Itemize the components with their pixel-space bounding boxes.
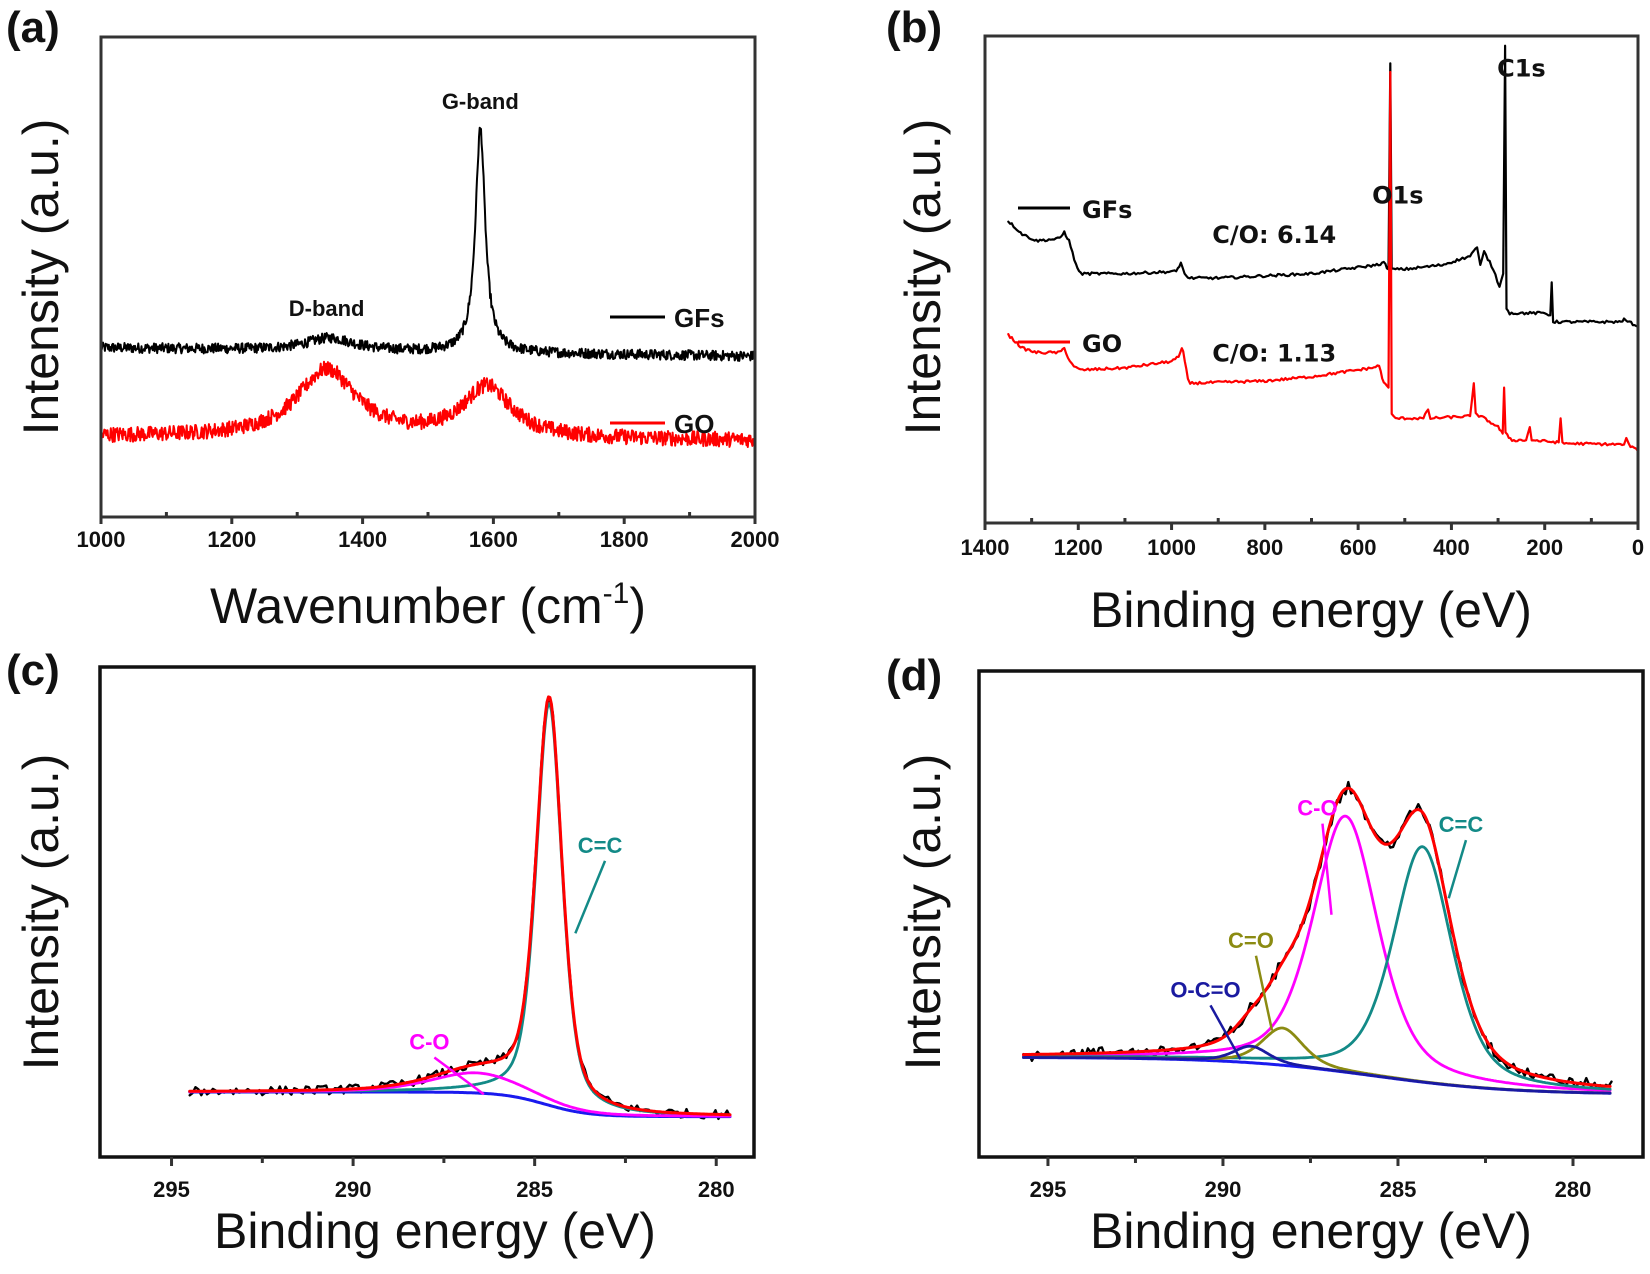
x-tick-label: 400	[1433, 535, 1470, 560]
x-ticks-c: 295 290 285 280	[153, 1157, 735, 1202]
annotation-c-o: C-O	[1297, 796, 1337, 821]
legend-label-gfs-b: GFs	[1082, 196, 1132, 224]
raw-data-line	[1022, 780, 1613, 1092]
annotation-leader-c-c	[574, 860, 607, 934]
y-axis-title-c: Intensity (a.u.)	[13, 754, 69, 1071]
panel-d: (d) 295 290 285 280 Binding energy (eV) Int…	[886, 651, 1645, 1259]
y-axis-title-d: Intensity (a.u.)	[895, 754, 951, 1071]
component-line-c-c	[188, 702, 732, 1117]
annotations-d: C-O C=C C=O O-C=O	[1170, 796, 1483, 1060]
annotations-a: G-band D-band	[289, 89, 519, 321]
x-axis-title-b: Binding energy (eV)	[1090, 582, 1532, 638]
series-line-go	[100, 360, 756, 448]
panel-b: (b) 1400 1200 1000 800 600 400 200 0 Binding en…	[886, 3, 1644, 638]
envelope-fit-line	[188, 695, 732, 1117]
annotation-c-o: C-O	[409, 1030, 449, 1055]
annotation-leader-o-c-o	[1209, 1004, 1242, 1060]
x-tick-label: 1000	[77, 527, 126, 552]
x-axis-title-a-sup: -1	[603, 577, 630, 610]
panel-label-a: (a)	[6, 3, 60, 52]
component-line-c-o	[1022, 814, 1612, 1092]
raw-data-line	[188, 697, 732, 1121]
annotations-b: C1s O1s C/O: 6.14 C/O: 1.13	[1212, 54, 1545, 367]
annotation-o1s: O1s	[1372, 182, 1423, 210]
x-tick-label: 1200	[1054, 535, 1103, 560]
annotation-g-band: G-band	[442, 89, 519, 114]
x-ticks-b: 1400 1200 1000 800 600 400 200 0	[961, 518, 1644, 560]
legend-a: GFs GO	[610, 303, 725, 439]
x-tick-label: 280	[698, 1177, 735, 1202]
annotation-c-c: C=C	[1439, 812, 1484, 837]
x-axis-title-a: Wavenumber (cm-1)	[210, 577, 646, 634]
series-line-gfs	[100, 126, 756, 362]
x-tick-label: 285	[516, 1177, 553, 1202]
x-tick-label: 290	[335, 1177, 372, 1202]
plot-area-b	[1007, 44, 1640, 453]
x-tick-label: 600	[1340, 535, 1377, 560]
x-tick-label: 200	[1526, 535, 1563, 560]
background-line	[1022, 1056, 1612, 1095]
x-tick-label: 1200	[207, 527, 256, 552]
x-ticks-a: 1000 1200 1400 1600 1800 2000	[77, 512, 780, 552]
panel-label-d: (d)	[886, 651, 942, 700]
series-line-gfs	[1007, 44, 1640, 328]
plot-area-a	[100, 126, 756, 448]
annotation-c-o-6-14: C/O: 6.14	[1212, 221, 1336, 249]
annotation-leader-c-o	[433, 1056, 485, 1096]
x-tick-label: 1600	[469, 527, 518, 552]
legend-b: GFs GO	[1018, 196, 1132, 358]
annotation-o-c-o: O-C=O	[1170, 977, 1240, 1002]
annotation-leader-c-c	[1447, 839, 1468, 899]
x-axis-title-d: Binding energy (eV)	[1090, 1203, 1532, 1259]
y-axis-title-b: Intensity (a.u.)	[895, 119, 951, 436]
y-axis-title-a: Intensity (a.u.)	[13, 119, 69, 436]
annotation-leader-c-o	[1254, 955, 1274, 1031]
x-tick-label: 285	[1380, 1177, 1417, 1202]
plot-area-c	[188, 695, 732, 1121]
x-axis-title-a-close: )	[629, 578, 646, 634]
x-tick-label: 1000	[1147, 535, 1196, 560]
panel-label-b: (b)	[886, 3, 942, 52]
legend-label-go-b: GO	[1082, 330, 1122, 358]
annotation-d-band: D-band	[289, 296, 365, 321]
panel-label-c: (c)	[6, 646, 60, 695]
plot-frame-c	[98, 665, 756, 1159]
annotation-leader-c-o	[1321, 823, 1333, 915]
x-axis-title-c: Binding energy (eV)	[214, 1203, 656, 1259]
x-axis-title-a-main: Wavenumber (cm	[210, 578, 603, 634]
annotations-c: C=C C-O	[409, 833, 623, 1096]
plot-frame-a	[99, 35, 757, 519]
annotation-c1s: C1s	[1497, 54, 1546, 82]
component-line-o-c-o	[1022, 1044, 1612, 1095]
x-tick-label: 0	[1632, 535, 1644, 560]
x-tick-label: 2000	[731, 527, 780, 552]
x-tick-label: 1400	[338, 527, 387, 552]
x-tick-label: 800	[1246, 535, 1283, 560]
panel-c: (c) 295 290 285 280 Binding energy (eV) Int…	[6, 646, 756, 1259]
plot-area-d	[1022, 780, 1613, 1095]
annotation-c-o: C=O	[1228, 928, 1274, 953]
panel-a: (a) 1000 1200 1400 1600 1800 2000 Wavenumber …	[6, 3, 779, 634]
x-tick-label: 290	[1205, 1177, 1242, 1202]
x-tick-label: 1800	[600, 527, 649, 552]
x-tick-label: 280	[1555, 1177, 1592, 1202]
x-ticks-d: 295 290 285 280	[1030, 1157, 1592, 1202]
legend-label-go-a: GO	[674, 409, 714, 439]
x-tick-label: 295	[1030, 1177, 1067, 1202]
annotation-c-c: C=C	[578, 833, 623, 858]
plot-frame-b	[983, 34, 1640, 525]
x-tick-label: 295	[153, 1177, 190, 1202]
envelope-fit-line	[1022, 786, 1612, 1088]
plot-frame-d	[977, 669, 1645, 1159]
series-line-go	[1007, 70, 1640, 453]
annotation-c-o-1-13: C/O: 1.13	[1212, 339, 1336, 367]
legend-label-gfs-a: GFs	[674, 303, 725, 333]
x-tick-label: 1400	[961, 535, 1010, 560]
